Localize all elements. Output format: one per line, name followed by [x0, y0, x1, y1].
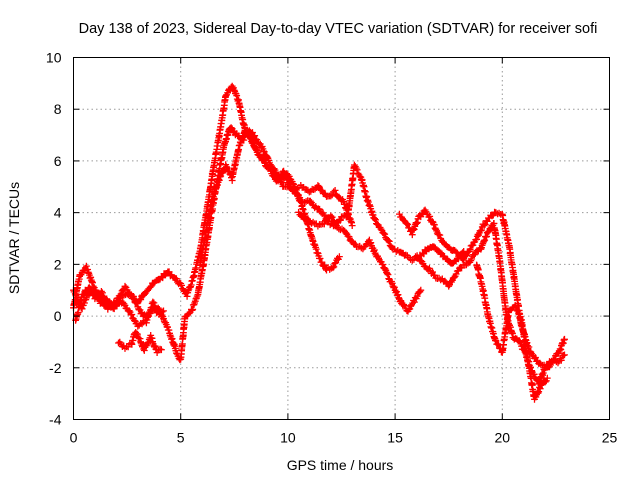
- y-tick-labels: -4 -2 0 2 4 6 8 10: [46, 50, 62, 428]
- plus-markers: [72, 284, 167, 324]
- y-tick-label: 8: [54, 101, 62, 117]
- x-tick-label: 0: [70, 430, 78, 446]
- series-track-4: [115, 329, 165, 356]
- series-track-6: [295, 208, 425, 315]
- x-axis-label: GPS time / hours: [287, 457, 394, 473]
- y-tick-label: -4: [49, 412, 62, 428]
- x-tick-label: 10: [280, 430, 296, 446]
- y-tick-label: 4: [54, 205, 62, 221]
- x-tick-label: 25: [602, 430, 618, 446]
- x-tick-label: 5: [177, 430, 185, 446]
- markers: [70, 82, 568, 403]
- x-tick-labels: 0 5 10 15 20 25: [70, 430, 618, 446]
- y-tick-label: 6: [54, 153, 62, 169]
- series-track-9: [473, 261, 551, 403]
- x-tick-label: 20: [495, 430, 511, 446]
- x-tick-label: 15: [387, 430, 403, 446]
- plus-markers: [295, 208, 425, 315]
- y-tick-label: 2: [54, 256, 62, 272]
- y-axis-label: SDTVAR / TECUs: [6, 182, 22, 294]
- plus-markers: [115, 329, 165, 356]
- y-tick-label: 0: [54, 308, 62, 324]
- plot-frame: [73, 57, 610, 420]
- y-tick-label: -2: [49, 360, 62, 376]
- chart-title: Day 138 of 2023, Sidereal Day-to-day VTE…: [79, 21, 598, 37]
- y-tick-label: 10: [46, 50, 62, 66]
- series-track-3: [72, 284, 167, 324]
- plus-markers: [473, 261, 551, 403]
